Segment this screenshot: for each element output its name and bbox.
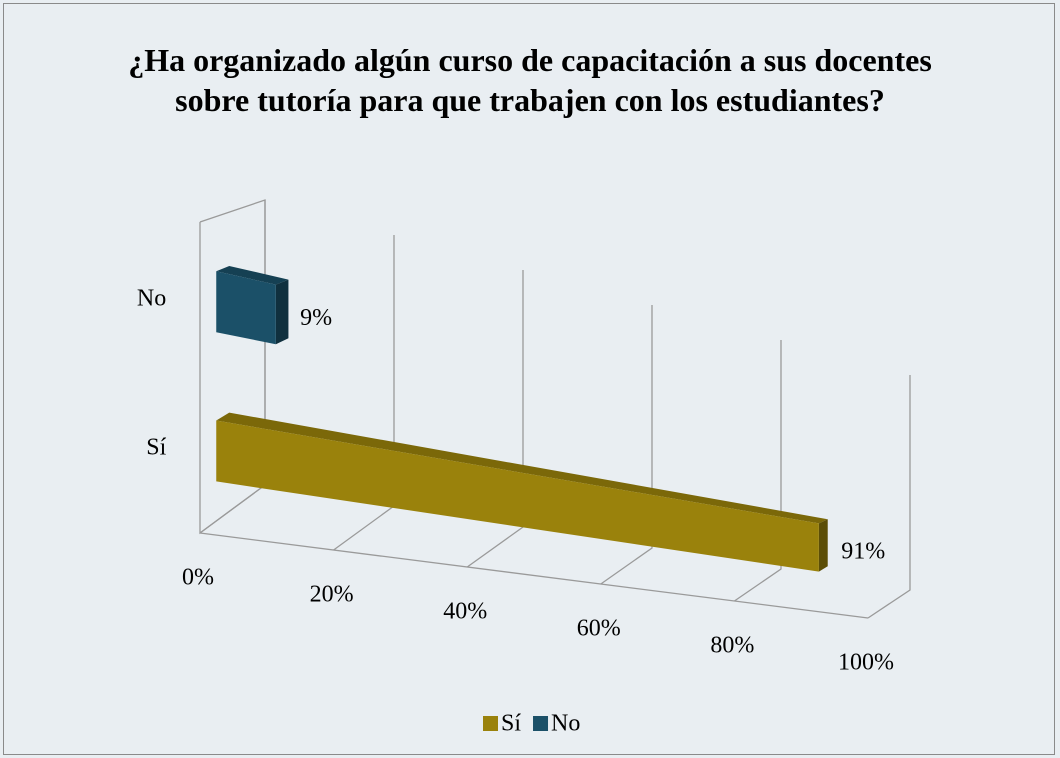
grid-line [600,305,653,585]
y-tick-label: No [137,285,166,311]
bar-top [216,265,289,285]
legend-swatch [533,716,549,731]
x-tick-label: 100% [838,650,894,676]
x-tick-label: 20% [310,582,354,608]
bar-top [216,412,828,524]
bar-end [818,519,828,572]
y-tick-label: Sí [146,434,166,460]
bar [216,271,276,345]
x-tick-label: 0% [182,565,214,591]
bar [216,420,819,572]
bar-end [275,279,289,345]
legend-label: No [551,711,580,737]
x-tick-label: 60% [577,616,621,642]
chart-title: ¿Ha organizado algún curso de capacitaci… [128,42,932,118]
chart-border [3,3,1055,755]
value-label: 9% [300,305,332,331]
x-tick-label: 80% [710,633,754,659]
legend-swatch [483,716,498,731]
grid-line [867,375,911,619]
grid-line [734,340,782,602]
legend-label: Sí [501,711,521,737]
x-tick-label: 40% [443,599,487,625]
floor-edge [199,532,869,619]
value-label: 91% [841,539,885,565]
